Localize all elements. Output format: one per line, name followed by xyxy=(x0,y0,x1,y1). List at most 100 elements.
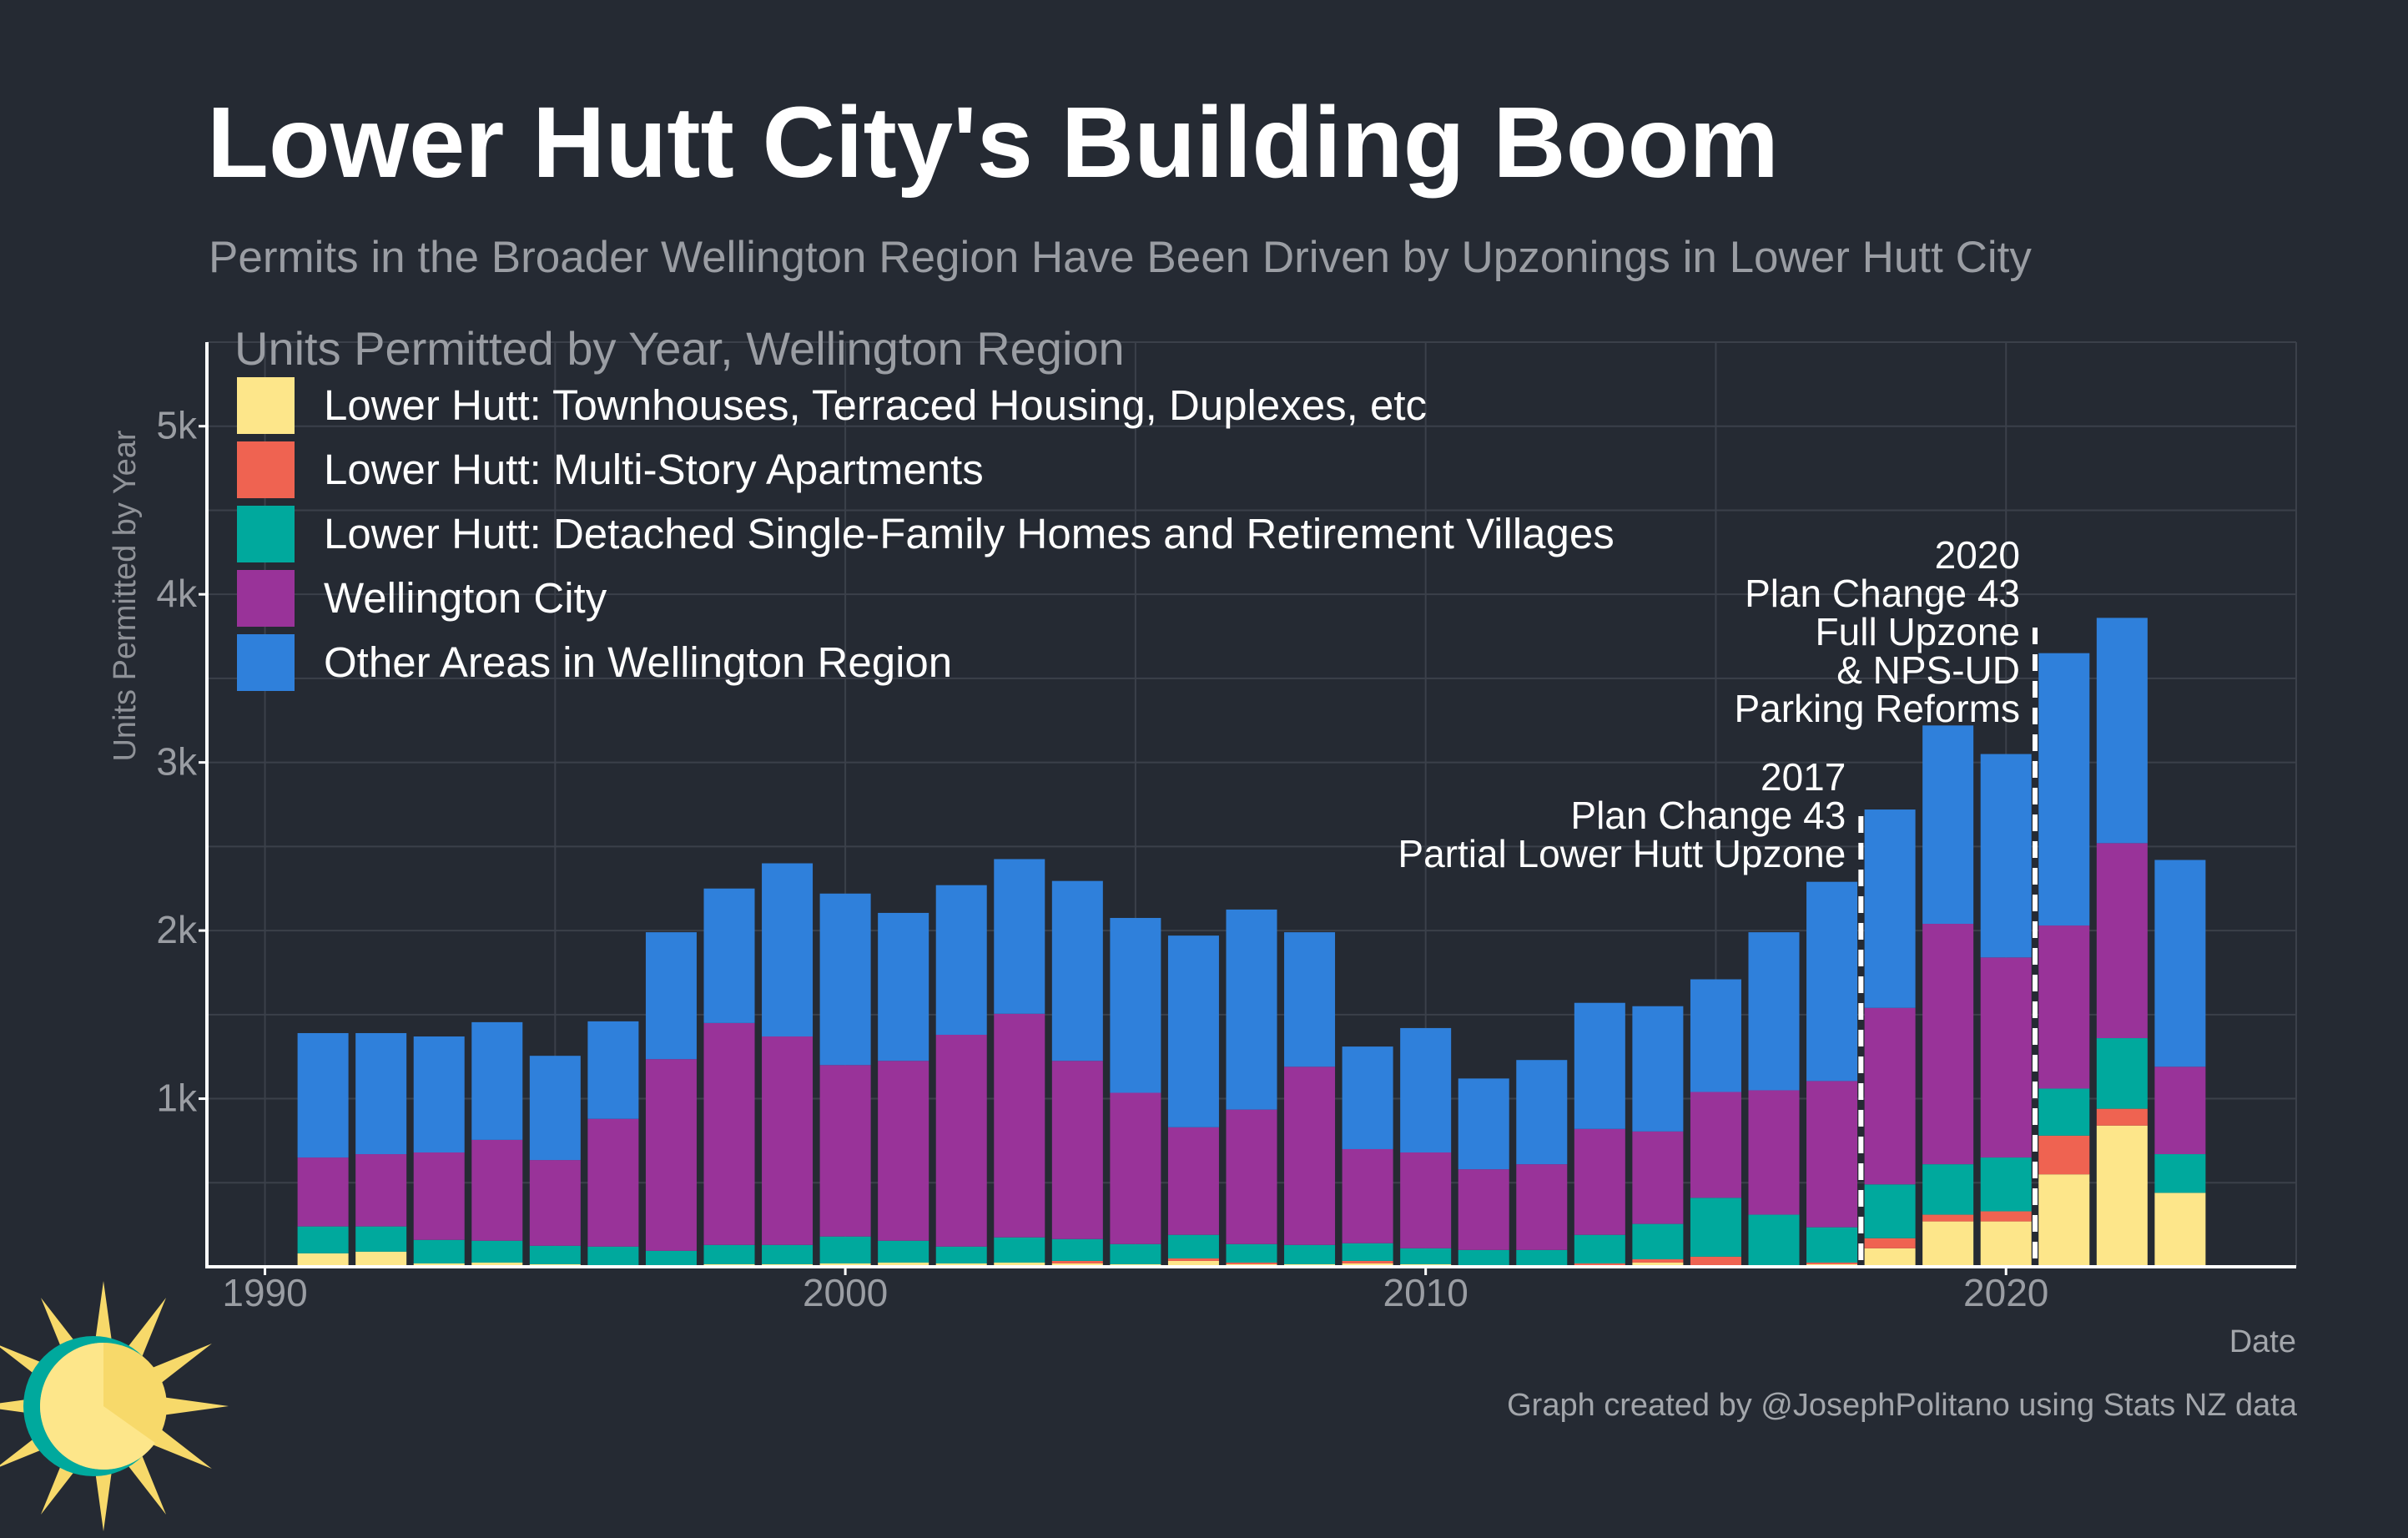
sun-ray-icon xyxy=(93,1281,113,1349)
bar-segment xyxy=(1110,917,1161,1093)
bar-segment xyxy=(762,1036,814,1245)
bar-segment xyxy=(2038,1135,2090,1175)
bar-segment xyxy=(1574,1002,1625,1129)
legend-swatch xyxy=(237,506,295,562)
bar-segment xyxy=(1806,1262,1858,1264)
bar-segment xyxy=(1980,957,2032,1158)
bar-segment xyxy=(2038,653,2090,926)
bar-segment xyxy=(935,1034,987,1247)
bar-segment xyxy=(2096,618,2148,844)
y-tick-label: 5k xyxy=(156,404,198,447)
annotation-line-text: Full Upzone xyxy=(1816,610,2020,653)
bar-segment xyxy=(1226,1109,1277,1244)
bar-segment xyxy=(1922,1164,1974,1215)
bar-segment xyxy=(471,1262,523,1267)
bar-segment xyxy=(2096,843,2148,1039)
y-tick-label: 3k xyxy=(156,740,198,784)
bar-segment xyxy=(297,1157,349,1227)
bar-segment xyxy=(1980,1221,2032,1267)
bar-segment xyxy=(1167,1260,1219,1267)
chart-legend: Units Permitted by Year, Wellington Regi… xyxy=(234,322,1615,691)
bar-segment xyxy=(1110,1092,1161,1244)
bar-segment xyxy=(1632,1006,1684,1132)
bar-segment xyxy=(2096,1125,2148,1267)
bar-segment xyxy=(2096,1038,2148,1109)
bar-segment xyxy=(1400,1248,1452,1264)
y-tick-label: 1k xyxy=(156,1077,198,1120)
sun-ray-icon xyxy=(149,1426,212,1469)
annotation-label: 2017 Plan Change 43 Partial Lower Hutt Upz… xyxy=(1398,755,1846,875)
bar-segment xyxy=(1342,1263,1393,1267)
bar-segment xyxy=(1632,1223,1684,1259)
bar-segment xyxy=(1167,1127,1219,1235)
bar-segment xyxy=(1342,1046,1393,1149)
bar-segment xyxy=(994,859,1045,1014)
bar-segment xyxy=(1226,909,1277,1110)
bar-segment xyxy=(2096,1108,2148,1126)
bar-segment xyxy=(471,1240,523,1263)
x-tick-label: 2020 xyxy=(1963,1271,2048,1314)
bar-segment xyxy=(413,1152,465,1240)
bar-segment xyxy=(1922,725,1974,925)
bar-segment xyxy=(2154,860,2206,1067)
sun-ray-icon xyxy=(123,1298,166,1361)
bar-segment xyxy=(2038,1088,2090,1136)
bar-segment xyxy=(1864,1184,1916,1238)
sun-ray-icon xyxy=(123,1451,166,1515)
bar-segment xyxy=(1400,1152,1452,1248)
bar-segment xyxy=(587,1021,639,1119)
annotation-line-text: Parking Reforms xyxy=(1734,687,2020,730)
bar-segment xyxy=(1051,1260,1103,1263)
annotation-line-text: & NPS-UD xyxy=(1836,648,2020,692)
bar-segment xyxy=(1748,1090,1800,1215)
bar-segment xyxy=(1922,1221,1974,1267)
x-axis-title: Date xyxy=(2229,1324,2296,1359)
bar-segment xyxy=(1110,1243,1161,1264)
legend-label: Lower Hutt: Multi-Story Apartments xyxy=(324,446,984,493)
bar-segment xyxy=(1748,1214,1800,1265)
bar-segment xyxy=(471,1139,523,1241)
legend-swatch xyxy=(237,377,295,434)
bar-segment xyxy=(1284,932,1336,1067)
bar-segment xyxy=(587,1246,639,1265)
bar-segment xyxy=(1690,1092,1741,1198)
bar-segment xyxy=(529,1160,581,1246)
bar-segment xyxy=(994,1013,1045,1238)
bar-segment xyxy=(645,1250,697,1265)
sun-ray-icon xyxy=(161,1396,229,1416)
bar-segment xyxy=(703,888,755,1023)
legend-label: Wellington City xyxy=(324,574,607,622)
bar-segment xyxy=(645,932,697,1060)
annotation-line-text: Plan Change 43 xyxy=(1570,794,1846,837)
bar-segment xyxy=(1051,1263,1103,1267)
y-tick-label: 2k xyxy=(156,908,198,951)
bar-segment xyxy=(762,1244,814,1264)
bar-segment xyxy=(878,1061,929,1241)
bar-segment xyxy=(1167,935,1219,1127)
bar-segment xyxy=(762,863,814,1037)
bar-segment xyxy=(471,1021,523,1140)
bar-segment xyxy=(703,1244,755,1264)
bar-segment xyxy=(935,1246,987,1263)
bar-segment xyxy=(1458,1249,1509,1265)
page-title: Lower Hutt City's Building Boom xyxy=(207,85,1780,199)
bar-segment xyxy=(1980,1157,2032,1212)
bar-segment xyxy=(1632,1131,1684,1224)
bar-segment xyxy=(1690,1256,1741,1265)
bar-segment xyxy=(1864,809,1916,1008)
bar-segment xyxy=(645,1059,697,1251)
chart-annotations: 2017 Plan Change 43 Partial Lower Hutt Upz… xyxy=(1398,533,2038,1267)
annotation-label: 2020 Plan Change 43 Full Upzone & NPS-UD Par… xyxy=(1734,533,2020,730)
bar-segment xyxy=(1342,1148,1393,1243)
annotation-line-text: Partial Lower Hutt Upzone xyxy=(1398,832,1846,875)
legend-label: Lower Hutt: Townhouses, Terraced Housing… xyxy=(324,381,1427,429)
bar-segment xyxy=(1806,1227,1858,1263)
chart-axes: 1k 2k 3k 4k 5k 1990 2000 2010 2020 Units Permitte… xyxy=(108,342,2296,1359)
bar-segment xyxy=(1922,1214,1974,1222)
legend-swatch xyxy=(237,441,295,498)
bar-segment xyxy=(878,912,929,1061)
bar-segment xyxy=(1458,1078,1509,1170)
bar-segment xyxy=(2154,1193,2206,1267)
annotation-line-text: 2017 xyxy=(1761,755,1846,799)
